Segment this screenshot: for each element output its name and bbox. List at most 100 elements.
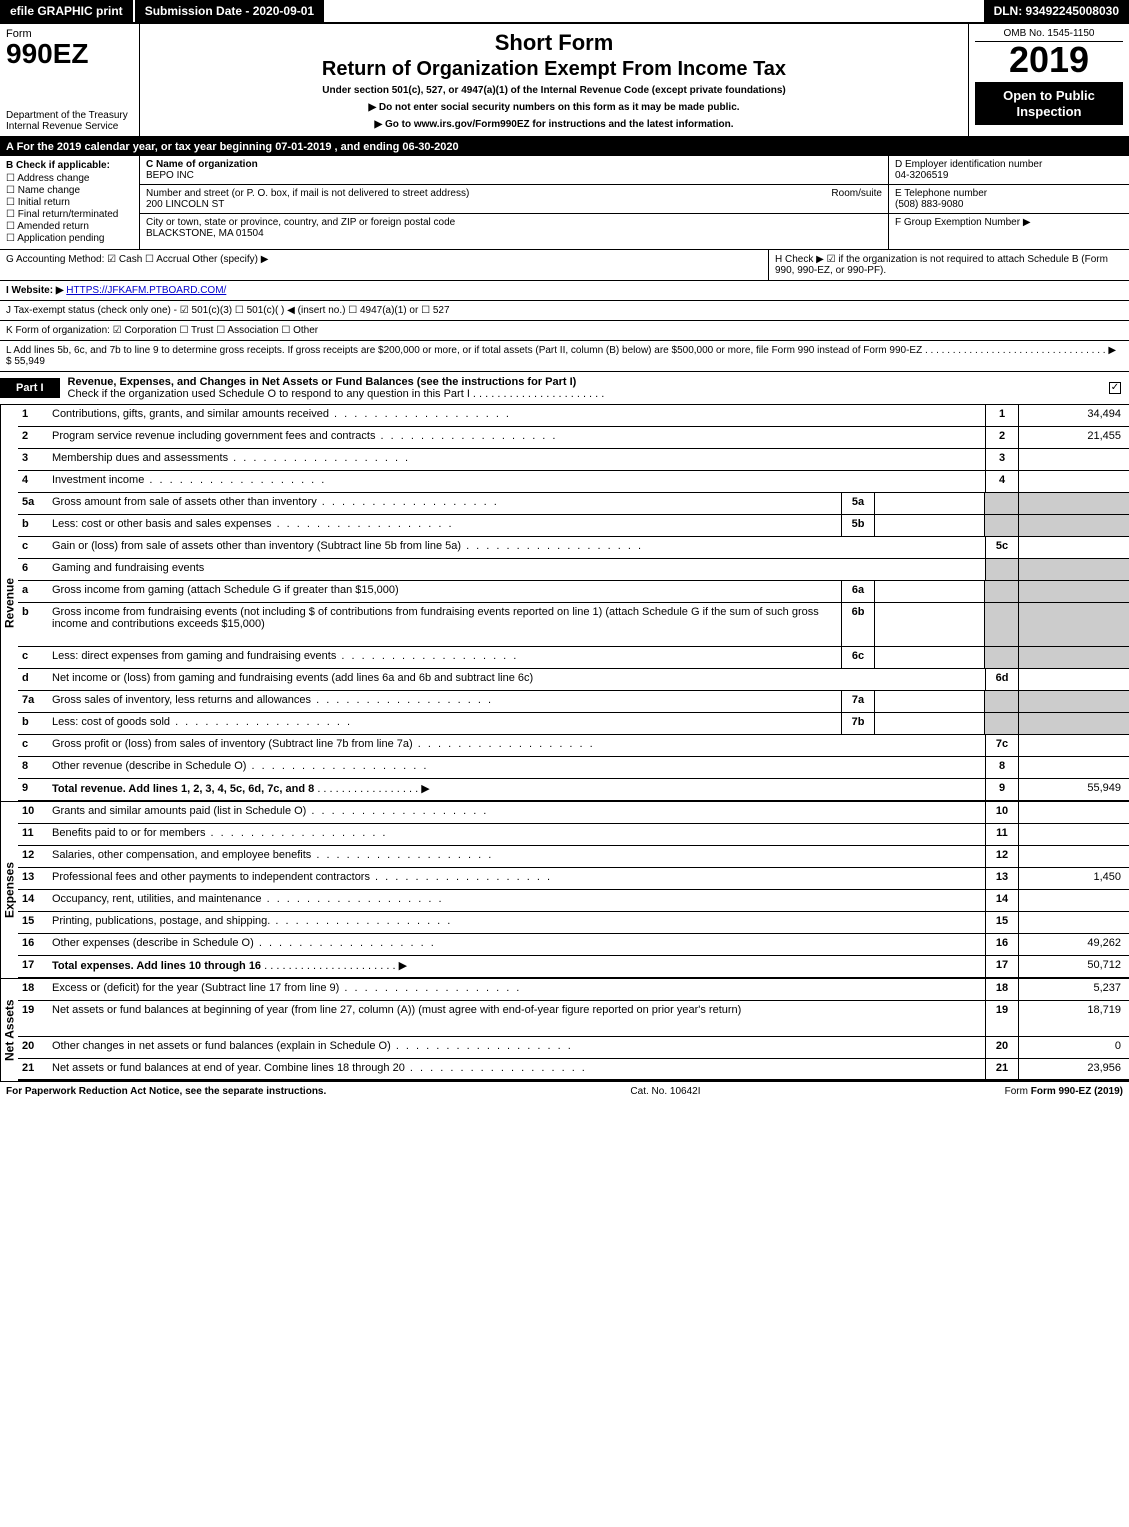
line-5b: b Less: cost or other basis and sales ex… bbox=[18, 515, 1129, 537]
part1-checkbox[interactable]: ✓ bbox=[1109, 382, 1129, 394]
line-l: L Add lines 5b, 6c, and 7b to line 9 to … bbox=[0, 341, 1129, 372]
street-row: Number and street (or P. O. box, if mail… bbox=[140, 185, 888, 214]
instructions-link-note: ▶ Go to www.irs.gov/Form990EZ for instru… bbox=[150, 119, 958, 130]
form-version: Form Form 990-EZ (2019) bbox=[1005, 1086, 1123, 1097]
line-11: 11 Benefits paid to or for members 11 bbox=[18, 824, 1129, 846]
phone-label: E Telephone number bbox=[895, 188, 987, 199]
subtitle: Under section 501(c), 527, or 4947(a)(1)… bbox=[150, 85, 958, 96]
header-left: Form 990EZ Department of the Treasury In… bbox=[0, 24, 140, 136]
short-form-title: Short Form bbox=[150, 30, 958, 56]
entity-grid: B Check if applicable: ☐ Address change … bbox=[0, 156, 1129, 250]
ein-value: 04-3206519 bbox=[895, 170, 948, 181]
org-name-value: BEPO INC bbox=[146, 170, 194, 181]
box-b-title: B Check if applicable: bbox=[6, 160, 133, 171]
line-6a: a Gross income from gaming (attach Sched… bbox=[18, 581, 1129, 603]
dept-treasury: Department of the Treasury bbox=[6, 110, 133, 121]
opt-initial-return[interactable]: ☐ Initial return bbox=[6, 197, 133, 208]
irs-label: Internal Revenue Service bbox=[6, 121, 133, 132]
line-k: K Form of organization: ☑ Corporation ☐ … bbox=[0, 321, 1129, 341]
line-2: 2 Program service revenue including gove… bbox=[18, 427, 1129, 449]
line-8: 8 Other revenue (describe in Schedule O)… bbox=[18, 757, 1129, 779]
form-header: Form 990EZ Department of the Treasury In… bbox=[0, 24, 1129, 138]
ssn-warning: ▶ Do not enter social security numbers o… bbox=[150, 102, 958, 113]
part1-header: Part I Revenue, Expenses, and Changes in… bbox=[0, 372, 1129, 405]
box-d: D Employer identification number 04-3206… bbox=[889, 156, 1129, 185]
org-name-row: C Name of organization BEPO INC bbox=[140, 156, 888, 185]
expenses-section: Expenses 10 Grants and similar amounts p… bbox=[0, 802, 1129, 979]
line-7c: c Gross profit or (loss) from sales of i… bbox=[18, 735, 1129, 757]
line-h: H Check ▶ ☑ if the organization is not r… bbox=[769, 250, 1129, 280]
line-19: 19 Net assets or fund balances at beginn… bbox=[18, 1001, 1129, 1037]
header-center: Short Form Return of Organization Exempt… bbox=[140, 24, 969, 136]
top-bar: efile GRAPHIC print Submission Date - 20… bbox=[0, 0, 1129, 24]
line-5a: 5a Gross amount from sale of assets othe… bbox=[18, 493, 1129, 515]
line-7b: b Less: cost of goods sold 7b bbox=[18, 713, 1129, 735]
boxes-d-e-f: D Employer identification number 04-3206… bbox=[889, 156, 1129, 249]
opt-application-pending[interactable]: ☐ Application pending bbox=[6, 233, 133, 244]
opt-amended-return[interactable]: ☐ Amended return bbox=[6, 221, 133, 232]
box-e: E Telephone number (508) 883-9080 bbox=[889, 185, 1129, 214]
line-4: 4 Investment income 4 bbox=[18, 471, 1129, 493]
line-6c: c Less: direct expenses from gaming and … bbox=[18, 647, 1129, 669]
net-assets-section: Net Assets 18 Excess or (deficit) for th… bbox=[0, 979, 1129, 1082]
line-20: 20 Other changes in net assets or fund b… bbox=[18, 1037, 1129, 1059]
line-g: G Accounting Method: ☑ Cash ☐ Accrual Ot… bbox=[0, 250, 769, 280]
line-i: I Website: ▶ HTTPS://JFKAFM.PTBOARD.COM/ bbox=[0, 281, 1129, 301]
phone-value: (508) 883-9080 bbox=[895, 199, 963, 210]
revenue-section: Revenue 1 Contributions, gifts, grants, … bbox=[0, 405, 1129, 802]
opt-final-return[interactable]: ☐ Final return/terminated bbox=[6, 209, 133, 220]
line-3: 3 Membership dues and assessments 3 bbox=[18, 449, 1129, 471]
website-link[interactable]: HTTPS://JFKAFM.PTBOARD.COM/ bbox=[66, 285, 226, 296]
line-j: J Tax-exempt status (check only one) - ☑… bbox=[0, 301, 1129, 321]
header-right: OMB No. 1545-1150 2019 Open to Public In… bbox=[969, 24, 1129, 136]
main-title: Return of Organization Exempt From Incom… bbox=[150, 58, 958, 81]
line-9: 9 Total revenue. Add lines 1, 2, 3, 4, 5… bbox=[18, 779, 1129, 801]
room-label: Room/suite bbox=[831, 188, 882, 199]
expenses-side-label: Expenses bbox=[0, 802, 18, 978]
revenue-side-label: Revenue bbox=[0, 405, 18, 801]
line-12: 12 Salaries, other compensation, and emp… bbox=[18, 846, 1129, 868]
dln-label: DLN: 93492245008030 bbox=[984, 0, 1129, 22]
period-bar: A For the 2019 calendar year, or tax yea… bbox=[0, 138, 1129, 156]
line-6b: b Gross income from fundraising events (… bbox=[18, 603, 1129, 647]
form-number: 990EZ bbox=[6, 40, 133, 68]
part1-title: Revenue, Expenses, and Changes in Net As… bbox=[60, 372, 1109, 404]
submission-date-button[interactable]: Submission Date - 2020-09-01 bbox=[135, 0, 324, 22]
department-label: Department of the Treasury Internal Reve… bbox=[6, 110, 133, 132]
line-7a: 7a Gross sales of inventory, less return… bbox=[18, 691, 1129, 713]
line-10: 10 Grants and similar amounts paid (list… bbox=[18, 802, 1129, 824]
opt-address-change[interactable]: ☐ Address change bbox=[6, 173, 133, 184]
ein-label: D Employer identification number bbox=[895, 159, 1042, 170]
inspection-box: Open to Public Inspection bbox=[975, 82, 1123, 125]
box-b: B Check if applicable: ☐ Address change … bbox=[0, 156, 140, 249]
line-14: 14 Occupancy, rent, utilities, and maint… bbox=[18, 890, 1129, 912]
efile-print-button[interactable]: efile GRAPHIC print bbox=[0, 0, 133, 22]
line-13: 13 Professional fees and other payments … bbox=[18, 868, 1129, 890]
paperwork-notice: For Paperwork Reduction Act Notice, see … bbox=[6, 1086, 326, 1097]
line-16: 16 Other expenses (describe in Schedule … bbox=[18, 934, 1129, 956]
city-row: City or town, state or province, country… bbox=[140, 214, 888, 242]
catalog-number: Cat. No. 10642I bbox=[630, 1086, 700, 1097]
lines-g-h: G Accounting Method: ☑ Cash ☐ Accrual Ot… bbox=[0, 250, 1129, 281]
line-1: 1 Contributions, gifts, grants, and simi… bbox=[18, 405, 1129, 427]
page-footer: For Paperwork Reduction Act Notice, see … bbox=[0, 1082, 1129, 1101]
street-value: 200 LINCOLN ST bbox=[146, 199, 224, 210]
line-17: 17 Total expenses. Add lines 10 through … bbox=[18, 956, 1129, 978]
box-c: C Name of organization BEPO INC Number a… bbox=[140, 156, 889, 249]
group-exemption-label: F Group Exemption Number ▶ bbox=[895, 217, 1031, 228]
street-label: Number and street (or P. O. box, if mail… bbox=[146, 188, 469, 199]
net-assets-side-label: Net Assets bbox=[0, 979, 18, 1081]
city-value: BLACKSTONE, MA 01504 bbox=[146, 228, 264, 239]
tax-year: 2019 bbox=[975, 42, 1123, 78]
opt-name-change[interactable]: ☐ Name change bbox=[6, 185, 133, 196]
line-6d: d Net income or (loss) from gaming and f… bbox=[18, 669, 1129, 691]
box-f: F Group Exemption Number ▶ bbox=[889, 214, 1129, 231]
city-label: City or town, state or province, country… bbox=[146, 217, 455, 228]
line-21: 21 Net assets or fund balances at end of… bbox=[18, 1059, 1129, 1081]
part1-tag: Part I bbox=[0, 378, 60, 398]
line-15: 15 Printing, publications, postage, and … bbox=[18, 912, 1129, 934]
line-18: 18 Excess or (deficit) for the year (Sub… bbox=[18, 979, 1129, 1001]
line-6: 6 Gaming and fundraising events bbox=[18, 559, 1129, 581]
line-5c: c Gain or (loss) from sale of assets oth… bbox=[18, 537, 1129, 559]
part1-check-text: Check if the organization used Schedule … bbox=[68, 388, 605, 400]
